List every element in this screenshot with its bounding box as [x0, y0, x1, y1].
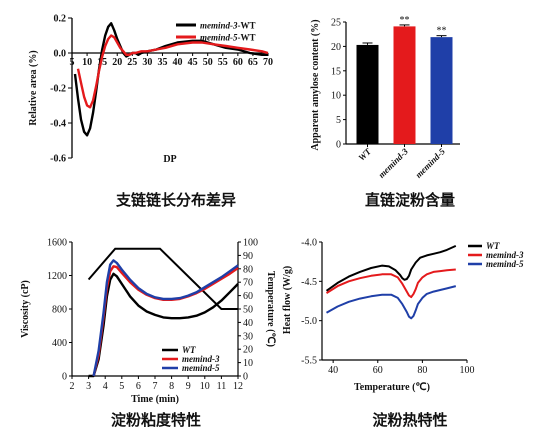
y2-tick-label: 20	[243, 345, 253, 356]
x-tick-label: memind-5	[413, 146, 447, 180]
bar-1	[393, 26, 416, 145]
x-tick-label: 12	[233, 381, 243, 392]
y-tick-label: 5	[336, 115, 341, 126]
x-tick-label: 11	[217, 381, 227, 392]
bar-0	[356, 44, 379, 144]
legend-label-0: WT	[486, 241, 500, 251]
viscosity-chart: 0 400 800 1200 1600 0 10 20 30 40 50 60 70 80 90 100 2 3 4…	[20, 238, 276, 406]
caption-chain-length: 支链链长分布差异	[115, 191, 236, 209]
y2-tick-label: 40	[243, 318, 253, 329]
thermal-chart: -4.0 -4.5 -5.0 -5.5 40 60 80 100 Temperature (℃)…	[282, 238, 524, 394]
y-tick-label: 800	[52, 305, 67, 316]
x-axis-label: Temperature (℃)	[354, 382, 430, 393]
legend-label-1: memind-3	[182, 354, 220, 364]
y-tick-label: -0.6	[50, 154, 66, 165]
y-tick-label: 1200	[47, 271, 67, 282]
x-tick-label: 60	[373, 365, 383, 376]
y-tick-label: 25	[331, 18, 341, 29]
x-tick-label: 15	[97, 57, 107, 68]
y2-tick-label: 30	[243, 331, 253, 342]
y2-tick-label: 10	[243, 358, 253, 369]
y-axis-label: Apparent amylose content (%)	[310, 19, 321, 150]
y-tick-label: -4.5	[301, 277, 317, 288]
x-tick-label: 9	[186, 381, 191, 392]
bar-2	[430, 37, 453, 144]
x-tick-label: 35	[157, 57, 167, 68]
x-tick-label: 8	[169, 381, 174, 392]
y2-tick-label: 100	[243, 238, 258, 249]
caption-thermal: 淀粉热特性	[372, 411, 447, 429]
y-tick-label: 0	[62, 372, 67, 383]
x-tick-label: 45	[188, 57, 198, 68]
chain-length-chart: -0.6 -0.4 -0.2 0.0 0.2 5 10 15 20 25 30 35 40 45 50 55 6…	[28, 14, 273, 166]
x-tick-label: 65	[248, 57, 258, 68]
y-tick-label: -0.4	[50, 119, 66, 130]
x-tick-label: 2	[70, 381, 75, 392]
legend-label-0: WT	[182, 345, 196, 355]
x-tick-label: 10	[200, 381, 210, 392]
y-tick-label: -5.0	[301, 316, 317, 327]
series-line-2	[326, 285, 457, 320]
y-tick-label: -4.0	[301, 238, 317, 249]
y-axis-label: Viscosity (cP)	[20, 280, 31, 338]
x-tick-label: 6	[136, 381, 141, 392]
y2-tick-label: 0	[243, 372, 248, 383]
y2-tick-label: 90	[243, 251, 253, 262]
series-line-2	[92, 259, 239, 377]
legend-label-1: memind-3	[486, 250, 524, 260]
y-tick-label: -5.5	[301, 356, 317, 367]
x-tick-label: 5	[70, 57, 75, 68]
x-tick-label: 50	[203, 57, 213, 68]
amylose-bar-chart: 0 5 10 15 20 25 Apparent amylose content (%) WT…	[310, 15, 460, 180]
y2-tick-label: 80	[243, 264, 253, 275]
x-tick-label: 30	[142, 57, 152, 68]
x-axis-label: DP	[163, 154, 176, 165]
y-tick-label: 400	[52, 338, 67, 349]
y-tick-label: 0.2	[54, 14, 67, 25]
x-tick-label: 20	[112, 57, 122, 68]
legend-label-2: memind-5	[486, 259, 524, 269]
y-tick-label: 20	[331, 42, 341, 53]
series-line-0	[325, 244, 457, 292]
x-tick-label: 40	[328, 365, 338, 376]
legend-label-1: memind-5-WT	[200, 33, 256, 43]
y-tick-label: 15	[331, 66, 341, 77]
x-tick-label: 3	[86, 381, 91, 392]
y-tick-label: 0	[336, 140, 341, 151]
y-tick-label: 0.0	[54, 49, 67, 60]
x-tick-label: 5	[119, 381, 124, 392]
y2-axis-label: Temperature (℃)	[265, 271, 276, 347]
caption-viscosity: 淀粉粘度特性	[111, 411, 201, 429]
y-tick-label: -0.2	[50, 84, 66, 95]
caption-amylose: 直链淀粉含量	[365, 191, 455, 209]
y-axis-label: Heat flow (W/g)	[282, 266, 293, 334]
x-tick-label: WT	[356, 146, 373, 163]
series-line-1	[76, 34, 269, 109]
x-tick-label: 4	[103, 381, 108, 392]
y2-tick-label: 50	[243, 305, 253, 316]
y-axis-label: Relative area (%)	[28, 50, 39, 125]
x-tick-label: 80	[417, 365, 427, 376]
x-tick-label: 10	[82, 57, 92, 68]
x-tick-label: 70	[263, 57, 273, 68]
y2-tick-label: 60	[243, 291, 253, 302]
legend-label-2: memind-5	[182, 363, 220, 373]
legend-label-0: memind-3-WT	[200, 21, 256, 31]
series-line-1	[325, 268, 456, 299]
x-tick-label: 55	[218, 57, 228, 68]
y-tick-label: 10	[331, 91, 341, 102]
significance-mark-1: **	[400, 15, 410, 26]
x-tick-label: 25	[127, 57, 137, 68]
x-tick-label: 7	[153, 381, 158, 392]
x-tick-label: 100	[460, 365, 475, 376]
x-axis-label: Time (min)	[131, 394, 179, 405]
x-tick-label: 60	[233, 57, 243, 68]
x-tick-label: memind-3	[376, 146, 410, 180]
y-tick-label: 1600	[47, 238, 67, 249]
significance-mark-2: **	[437, 26, 447, 37]
x-tick-label: 40	[173, 57, 183, 68]
temperature-profile-line	[87, 247, 238, 310]
y2-tick-label: 70	[243, 278, 253, 289]
